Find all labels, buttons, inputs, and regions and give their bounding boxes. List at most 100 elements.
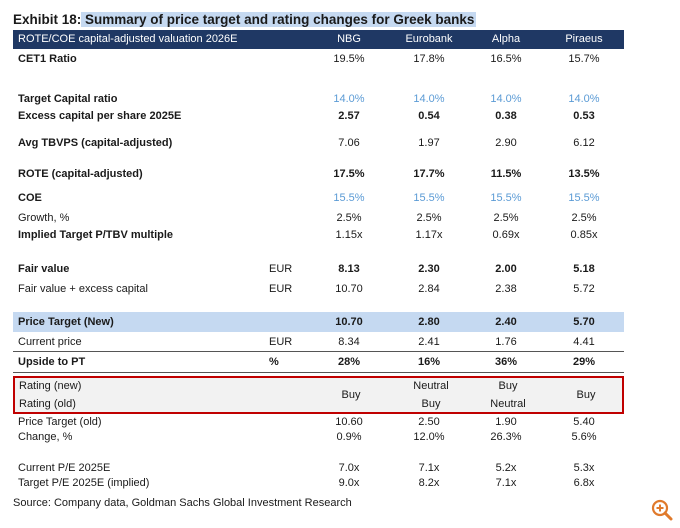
cell-alpha: 15.5% (490, 192, 522, 204)
row-label: Fair value + excess capital (18, 283, 148, 295)
cell-alpha: 0.69x (492, 229, 520, 241)
cell-piraeus: 5.18 (573, 263, 595, 275)
row-label: Target P/E 2025E (implied) (18, 477, 150, 489)
exhibit-title-text: Summary of price target and rating chang… (81, 12, 477, 27)
cell-alpha: 11.5% (490, 168, 522, 180)
table-header-row: ROTE/COE capital-adjusted valuation 2026… (13, 30, 624, 49)
cell-eurobank: 7.1x (418, 462, 440, 474)
rating-alpha-old: Neutral (490, 398, 526, 410)
table-row-change: Change, % 0.9% 12.0% 26.3% 5.6% (13, 430, 624, 445)
cell-nbg: 0.9% (336, 431, 362, 443)
divider (13, 372, 624, 373)
cell-eurobank: 12.0% (413, 431, 445, 443)
rating-piraeus: Buy (576, 389, 596, 401)
table-row-target-pe: Target P/E 2025E (implied) 9.0x 8.2x 7.1… (13, 476, 624, 491)
cell-nbg: 10.70 (335, 316, 363, 328)
cell-alpha: 7.1x (495, 477, 517, 489)
rating-box: Rating (new) Rating (old) Buy Neutral Bu… (13, 376, 624, 414)
header-nbg: NBG (337, 33, 361, 45)
cell-nbg: 10.60 (335, 416, 363, 428)
cell-eurobank: 17.8% (413, 53, 445, 65)
cell-eurobank: 14.0% (413, 93, 445, 105)
divider (13, 351, 624, 352)
cell-alpha: 1.76 (495, 336, 517, 348)
table-row-rote: ROTE (capital-adjusted) 17.5% 17.7% 11.5… (13, 164, 624, 184)
cell-nbg: 2.57 (338, 110, 360, 122)
row-label: ROTE (capital-adjusted) (18, 168, 143, 180)
zoom-in-icon[interactable] (650, 498, 674, 522)
row-label: COE (18, 192, 42, 204)
rating-alpha-new: Buy (498, 380, 518, 392)
table-row-price-target: Price Target (New) 10.70 2.80 2.40 5.70 (13, 312, 624, 332)
table-row-cet1: CET1 Ratio 19.5% 17.8% 16.5% 15.7% (13, 49, 624, 69)
cell-eurobank: 8.2x (418, 477, 440, 489)
cell-nbg: 17.5% (333, 168, 365, 180)
cell-eurobank: 15.5% (413, 192, 445, 204)
cell-alpha: 26.3% (490, 431, 522, 443)
table-row-pt-old: Price Target (old) 10.60 2.50 1.90 5.40 (13, 415, 624, 430)
row-label: Current P/E 2025E (18, 462, 111, 474)
cell-eurobank: 1.97 (418, 137, 440, 149)
cell-eurobank: 2.41 (418, 336, 440, 348)
table-row-implied-pt: Implied Target P/TBV multiple 1.15x 1.17… (13, 225, 624, 245)
cell-nbg: 15.5% (333, 192, 365, 204)
table-row-fv-excess: Fair value + excess capital EUR 10.70 2.… (13, 279, 624, 299)
row-unit: EUR (269, 283, 293, 295)
table-row-avg-tbvps: Avg TBVPS (capital-adjusted) 7.06 1.97 2… (13, 133, 624, 153)
rating-eurobank-old: Buy (421, 398, 441, 410)
row-label: Excess capital per share 2025E (18, 110, 182, 122)
table-row-current-price: Current price EUR 8.34 2.41 1.76 4.41 (13, 332, 624, 352)
cell-piraeus: 5.70 (573, 316, 595, 328)
table-row-upside: Upside to PT % 28% 16% 36% 29% (13, 352, 624, 372)
cell-piraeus: 5.3x (573, 462, 595, 474)
cell-nbg: 14.0% (333, 93, 365, 105)
cell-nbg: 2.5% (336, 212, 362, 224)
rating-nbg: Buy (341, 389, 361, 401)
cell-eurobank: 2.50 (418, 416, 440, 428)
table-row-coe: COE 15.5% 15.5% 15.5% 15.5% (13, 188, 624, 208)
cell-alpha: 2.38 (495, 283, 517, 295)
row-label: Price Target (New) (18, 316, 114, 328)
cell-eurobank: 17.7% (413, 168, 445, 180)
cell-nbg: 7.06 (338, 137, 360, 149)
row-label: Current price (18, 336, 82, 348)
header-eurobank: Eurobank (405, 33, 453, 45)
cell-piraeus: 13.5% (568, 168, 600, 180)
table-row-current-pe: Current P/E 2025E 7.0x 7.1x 5.2x 5.3x (13, 461, 624, 476)
cell-piraeus: 4.41 (573, 336, 595, 348)
row-label: CET1 Ratio (18, 53, 77, 65)
row-label: Target Capital ratio (18, 93, 118, 105)
rating-new-label: Rating (new) (19, 380, 82, 392)
header-alpha: Alpha (491, 33, 521, 45)
cell-alpha: 36% (494, 356, 518, 368)
cell-alpha: 5.2x (495, 462, 517, 474)
header-label: ROTE/COE capital-adjusted valuation 2026… (18, 33, 238, 45)
cell-piraeus: 2.5% (571, 212, 597, 224)
header-piraeus: Piraeus (565, 33, 603, 45)
cell-piraeus: 15.7% (568, 53, 600, 65)
cell-nbg: 8.13 (338, 263, 360, 275)
cell-piraeus: 0.85x (570, 229, 598, 241)
cell-eurobank: 2.30 (418, 263, 440, 275)
table-row-fair-value: Fair value EUR 8.13 2.30 2.00 5.18 (13, 259, 624, 279)
cell-alpha: 1.90 (495, 416, 517, 428)
cell-piraeus: 5.40 (573, 416, 595, 428)
row-label: Upside to PT (18, 356, 86, 368)
cell-alpha: 14.0% (490, 93, 522, 105)
row-unit: % (269, 356, 279, 368)
cell-piraeus: 5.6% (571, 431, 597, 443)
cell-eurobank: 2.80 (418, 316, 440, 328)
row-label: Implied Target P/TBV multiple (18, 229, 174, 241)
cell-alpha: 0.38 (495, 110, 517, 122)
cell-nbg: 1.15x (335, 229, 363, 241)
cell-nbg: 9.0x (338, 477, 360, 489)
table-row-excess-capital: Excess capital per share 2025E 2.57 0.54… (13, 106, 624, 126)
cell-nbg: 8.34 (338, 336, 360, 348)
row-label: Price Target (old) (18, 416, 102, 428)
table-row-target-capital: Target Capital ratio 14.0% 14.0% 14.0% 1… (13, 89, 624, 109)
source-note: Source: Company data, Goldman Sachs Glob… (13, 497, 352, 509)
cell-eurobank: 2.5% (416, 212, 442, 224)
cell-nbg: 28% (337, 356, 361, 368)
row-label: Change, % (18, 431, 73, 443)
cell-nbg: 19.5% (333, 53, 365, 65)
